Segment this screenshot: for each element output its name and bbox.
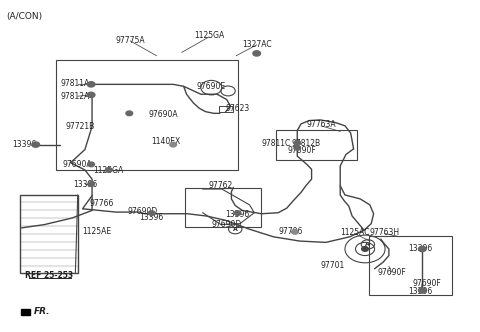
- Bar: [219, 107, 233, 112]
- Text: REF 25-253: REF 25-253: [25, 271, 73, 280]
- Polygon shape: [22, 309, 30, 315]
- Text: 97690D: 97690D: [127, 207, 157, 216]
- Text: 97701: 97701: [321, 261, 345, 270]
- Text: 13396: 13396: [408, 244, 432, 253]
- Text: 97690F: 97690F: [288, 146, 316, 155]
- Bar: [56, 60, 238, 170]
- Text: 97812B: 97812B: [291, 139, 321, 148]
- Text: 97766: 97766: [89, 199, 114, 208]
- Circle shape: [419, 288, 426, 293]
- Circle shape: [126, 111, 132, 116]
- Text: 97812A: 97812A: [61, 92, 90, 101]
- Text: 13396: 13396: [12, 140, 36, 149]
- Circle shape: [106, 168, 112, 172]
- Text: 1327AC: 1327AC: [242, 40, 272, 49]
- Text: 97763H: 97763H: [370, 228, 400, 237]
- Circle shape: [87, 82, 95, 87]
- Circle shape: [253, 51, 261, 56]
- Text: 97721B: 97721B: [65, 122, 95, 131]
- Circle shape: [170, 142, 177, 147]
- Circle shape: [294, 146, 300, 150]
- Text: 1125AC: 1125AC: [340, 228, 369, 237]
- Circle shape: [234, 211, 241, 215]
- Text: 1140EX: 1140EX: [151, 137, 180, 146]
- Text: 97690F: 97690F: [413, 279, 442, 289]
- Bar: [369, 236, 452, 295]
- Circle shape: [88, 162, 95, 167]
- Text: 1125GA: 1125GA: [194, 32, 224, 41]
- Circle shape: [419, 246, 426, 252]
- Text: 97763A: 97763A: [306, 120, 336, 129]
- Bar: [21, 195, 78, 273]
- Circle shape: [87, 92, 95, 98]
- Circle shape: [362, 247, 368, 251]
- Text: FR.: FR.: [34, 307, 50, 316]
- Text: 97690F: 97690F: [377, 268, 406, 277]
- Text: A: A: [233, 227, 238, 232]
- Text: 1125AE: 1125AE: [82, 227, 111, 236]
- Circle shape: [291, 229, 298, 234]
- Text: A: A: [365, 242, 371, 247]
- Text: 97811A: 97811A: [61, 79, 90, 88]
- Text: 97811C: 97811C: [261, 139, 290, 148]
- Text: 97690D: 97690D: [212, 220, 242, 229]
- Text: 1125GA: 1125GA: [94, 166, 124, 175]
- Text: 97623: 97623: [226, 104, 250, 113]
- Text: 13396: 13396: [140, 212, 164, 221]
- Bar: [276, 130, 357, 160]
- Text: 13396: 13396: [73, 180, 97, 189]
- Text: 97690E: 97690E: [197, 82, 226, 92]
- Text: 97762: 97762: [209, 181, 233, 190]
- Circle shape: [88, 182, 95, 186]
- Text: 13396: 13396: [408, 287, 432, 296]
- Text: 97690A: 97690A: [63, 160, 93, 169]
- Circle shape: [32, 142, 39, 147]
- Text: 13396: 13396: [226, 210, 250, 219]
- Text: (A/CON): (A/CON): [6, 12, 42, 21]
- Text: 97690A: 97690A: [149, 111, 179, 120]
- Bar: [185, 188, 262, 227]
- Text: 97706: 97706: [279, 227, 303, 236]
- Circle shape: [148, 211, 155, 215]
- Circle shape: [294, 141, 300, 145]
- Text: 97775A: 97775A: [115, 37, 145, 45]
